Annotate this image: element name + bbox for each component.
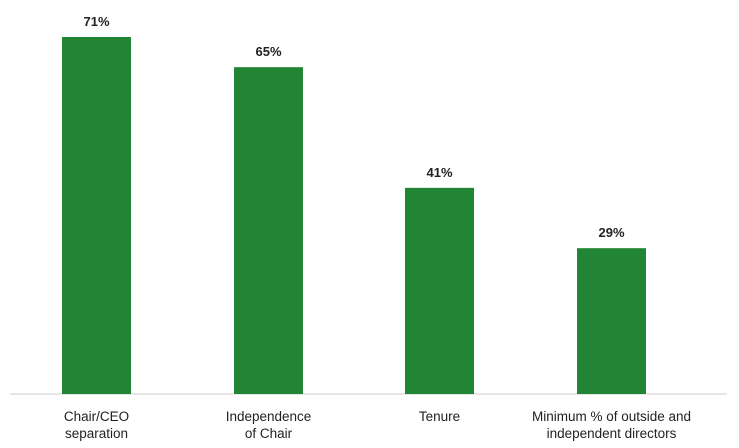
category-label-4-line-1: Minimum % of outside and (532, 409, 691, 424)
value-label-4: 29% (598, 225, 624, 240)
category-label-3: Tenure (419, 409, 460, 424)
bar-1 (62, 37, 131, 394)
category-label-2-line-1: Independence (226, 409, 312, 424)
category-label-2-line-2: of Chair (245, 426, 293, 441)
category-label-2: Independence of Chair (226, 409, 312, 441)
bars-group (62, 37, 646, 395)
category-label-1-line-1: Chair/CEO (64, 409, 129, 424)
value-label-3: 41% (426, 165, 452, 180)
value-labels-group: 71% 65% 41% 29% (83, 14, 624, 240)
bar-2 (234, 67, 303, 395)
value-label-2: 65% (255, 44, 281, 59)
category-label-4-line-2: independent directors (547, 426, 677, 441)
bar-3 (405, 187, 474, 394)
category-label-4: Minimum % of outside and independent dire… (532, 409, 691, 441)
category-label-3-line-1: Tenure (419, 409, 460, 424)
category-label-1: Chair/CEO separation (64, 409, 129, 441)
category-labels-group: Chair/CEO separation Independence of Chair T… (64, 409, 691, 441)
category-label-1-line-2: separation (65, 426, 128, 441)
value-label-1: 71% (83, 14, 109, 29)
bar-4 (577, 248, 646, 394)
